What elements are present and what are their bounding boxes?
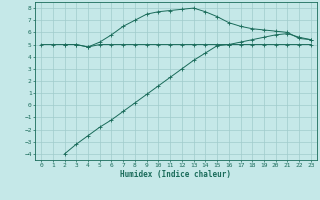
- X-axis label: Humidex (Indice chaleur): Humidex (Indice chaleur): [121, 170, 231, 179]
